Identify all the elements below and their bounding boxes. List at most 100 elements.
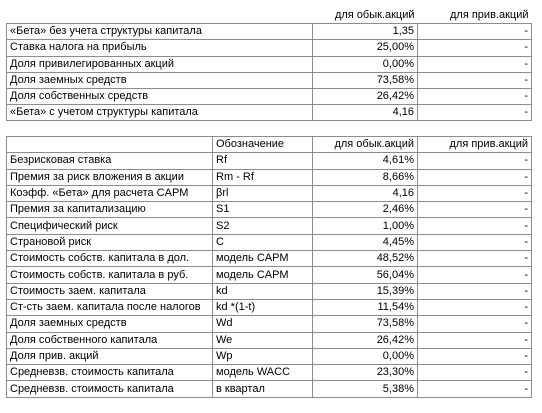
row-label: Безрисковая ставка bbox=[6, 152, 213, 170]
row-label: Стоимость собств. капитала в дол. bbox=[6, 250, 213, 268]
table-row: Специфический риск S2 1,00% - bbox=[6, 217, 532, 235]
table-header-row: для обык.акций для прив.акций bbox=[7, 8, 532, 24]
header-empty-cell bbox=[7, 8, 313, 24]
row-label: «Бета» без учета структуры капитала bbox=[6, 23, 313, 41]
ordinary-value: 0,00% bbox=[312, 347, 418, 366]
designation-value: Wp bbox=[212, 347, 313, 366]
preferred-value: - bbox=[417, 39, 532, 57]
designation-value: Rf bbox=[212, 152, 313, 170]
table-row: «Бета» с учетом структуры капитала 4,16- bbox=[6, 104, 532, 122]
table-row: Средневзв. стоимость капитала модель WACC… bbox=[6, 364, 532, 382]
designation-value: модель CAPM bbox=[212, 266, 313, 284]
row-label: Доля прив. акций bbox=[6, 347, 213, 366]
preferred-value: - bbox=[417, 87, 532, 106]
ordinary-value: 23,30% bbox=[312, 364, 418, 382]
table-row: Доля прив. акций Wp 0,00% - bbox=[6, 347, 532, 366]
table-row: Ставка налога на прибыль 25,00% - bbox=[6, 39, 532, 57]
ordinary-value: 1,35 bbox=[312, 23, 418, 41]
designation-value: S2 bbox=[212, 217, 313, 235]
row-label: Премия за риск вложения в акции bbox=[6, 168, 213, 186]
preferred-value: - bbox=[417, 168, 532, 186]
row-label: Страновой риск bbox=[6, 233, 213, 252]
ordinary-value: 4,16 bbox=[312, 104, 418, 122]
row-label: Коэфф. «Бета» для расчета CAPM bbox=[6, 184, 213, 203]
preferred-value: - bbox=[417, 364, 532, 382]
ordinary-value: 0,00% bbox=[312, 55, 418, 73]
ordinary-value: 5,38% bbox=[312, 380, 418, 398]
ordinary-value: 48,52% bbox=[312, 250, 418, 268]
table-row: Безрисковая ставка Rf 4,61% - bbox=[6, 152, 532, 170]
table-header-row: Обозначение для обык.акций для прив.акци… bbox=[6, 135, 532, 154]
designation-value: модель CAPM bbox=[212, 250, 313, 268]
row-label: Доля собственных средств bbox=[6, 87, 313, 106]
ordinary-value: 2,46% bbox=[312, 201, 418, 219]
preferred-value: - bbox=[417, 184, 532, 203]
table-row: Доля заемных средств Wd 73,58% - bbox=[6, 315, 532, 333]
ordinary-value: 15,39% bbox=[312, 282, 418, 300]
designation-value: βrl bbox=[212, 184, 313, 203]
preferred-value: - bbox=[417, 152, 532, 170]
row-label: Доля собственного капитала bbox=[6, 331, 213, 349]
table-row: Доля собственного капитала We 26,42% - bbox=[6, 331, 532, 349]
ordinary-value: 4,61% bbox=[312, 152, 418, 170]
ordinary-value: 56,04% bbox=[312, 266, 418, 284]
ordinary-value: 8,66% bbox=[312, 168, 418, 186]
table-row: Стоимость собств. капитала в дол. модель … bbox=[6, 250, 532, 268]
row-label: Стоимость собств. капитала в руб. bbox=[6, 266, 213, 284]
preferred-value: - bbox=[417, 233, 532, 252]
row-label: Стоимость заем. капитала bbox=[6, 282, 213, 300]
header-ordinary-shares: для обык.акций bbox=[312, 135, 418, 154]
table-row: Доля заемных средств 73,58% - bbox=[6, 71, 532, 89]
designation-value: C bbox=[212, 233, 313, 252]
preferred-value: - bbox=[417, 331, 532, 349]
designation-value: Rm - Rf bbox=[212, 168, 313, 186]
preferred-value: - bbox=[417, 266, 532, 284]
table-row: Премия за капитализацию S1 2,46% - bbox=[6, 201, 532, 219]
ordinary-value: 25,00% bbox=[312, 39, 418, 57]
table-row: Доля собственных средств 26,42% - bbox=[6, 87, 532, 106]
preferred-value: - bbox=[417, 250, 532, 268]
row-label: Доля заемных средств bbox=[6, 71, 313, 89]
table-row: Страновой риск C 4,45% - bbox=[6, 233, 532, 252]
row-label: Специфический риск bbox=[6, 217, 213, 235]
row-label: Доля привилегированных акций bbox=[6, 55, 313, 73]
preferred-value: - bbox=[417, 23, 532, 41]
header-preferred-shares: для прив.акций bbox=[417, 135, 532, 154]
ordinary-value: 73,58% bbox=[312, 71, 418, 89]
ordinary-value: 26,42% bbox=[312, 331, 418, 349]
header-ordinary-shares: для обык.акций bbox=[334, 9, 415, 22]
row-label: Средневзв. стоимость капитала bbox=[6, 380, 213, 398]
preferred-value: - bbox=[417, 71, 532, 89]
ordinary-value: 73,58% bbox=[312, 315, 418, 333]
preferred-value: - bbox=[417, 282, 532, 300]
table-row: Премия за риск вложения в акции Rm - Rf 8,… bbox=[6, 168, 532, 186]
cost-of-capital-table: Обозначение для обык.акций для прив.акци… bbox=[6, 135, 532, 398]
designation-value: S1 bbox=[212, 201, 313, 219]
table-row: Доля привилегированных акций 0,00% - bbox=[6, 55, 532, 73]
designation-value: Wd bbox=[212, 315, 313, 333]
table-row: Стоимость собств. капитала в руб. модель … bbox=[6, 266, 532, 284]
table-row: Коэфф. «Бета» для расчета CAPM βrl 4,16- bbox=[6, 184, 532, 203]
table-row: «Бета» без учета структуры капитала 1,35- bbox=[6, 23, 532, 41]
ordinary-value: 11,54% bbox=[312, 298, 418, 317]
preferred-value: - bbox=[417, 315, 532, 333]
table-row: Стоимость заем. капитала kd 15,39% - bbox=[6, 282, 532, 300]
preferred-value: - bbox=[417, 347, 532, 366]
designation-value: kd *(1-t) bbox=[212, 298, 313, 317]
row-label: Премия за капитализацию bbox=[6, 201, 213, 219]
designation-value: kd bbox=[212, 282, 313, 300]
ordinary-value: 1,00% bbox=[312, 217, 418, 235]
row-label: Ст-сть заем. капитала после налогов bbox=[6, 298, 213, 317]
designation-value: модель WACC bbox=[212, 364, 313, 382]
table-row: Ст-сть заем. капитала после налогов kd *(… bbox=[6, 298, 532, 317]
table-row: Средневзв. стоимость капитала в квартал 5,… bbox=[6, 380, 532, 398]
preferred-value: - bbox=[417, 380, 532, 398]
ordinary-value: 26,42% bbox=[312, 87, 418, 106]
row-label: Средневзв. стоимость капитала bbox=[6, 364, 213, 382]
preferred-value: - bbox=[417, 201, 532, 219]
designation-value: We bbox=[212, 331, 313, 349]
row-label: Ставка налога на прибыль bbox=[6, 39, 313, 57]
ordinary-value: 4,45% bbox=[312, 233, 418, 252]
header-preferred-shares: для прив.акций bbox=[450, 9, 529, 22]
capital-structure-table: для обык.акций для прив.акций «Бета» без… bbox=[6, 8, 532, 122]
